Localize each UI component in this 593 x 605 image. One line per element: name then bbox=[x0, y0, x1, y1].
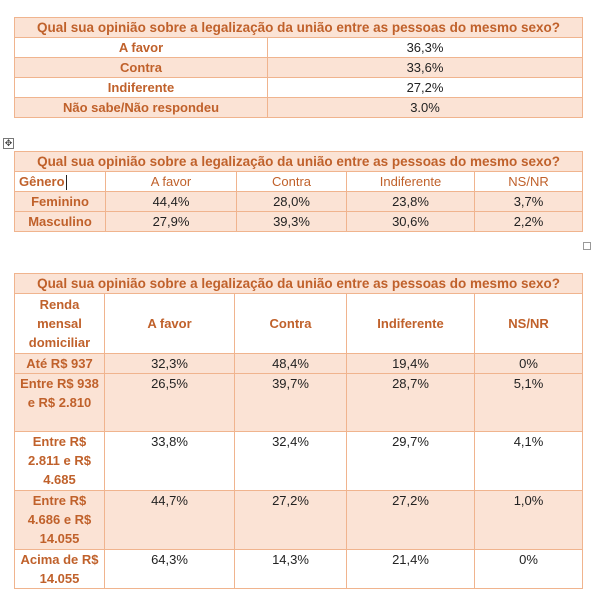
cell: 0% bbox=[473, 353, 584, 374]
table-header-row: Gênero A favor Contra Indiferente NS/NR bbox=[14, 171, 584, 192]
table-title: Qual sua opinião sobre a legalização da … bbox=[13, 17, 584, 38]
table-row: Não sabe/Não respondeu 3.0% bbox=[14, 97, 584, 118]
table-row: Entre R$ 2.811 e R$ 4.685 33,8% 32,4% 29… bbox=[14, 431, 584, 491]
cell: 3,7% bbox=[473, 191, 584, 212]
cell: 2,2% bbox=[473, 211, 584, 232]
opinion-overall-table: Qual sua opinião sobre a legalização da … bbox=[13, 17, 584, 118]
header-cell: Renda mensal domiciliar bbox=[14, 293, 105, 354]
cell: 32,3% bbox=[104, 353, 235, 374]
opinion-by-income-table: Qual sua opinião sobre a legalização da … bbox=[13, 273, 584, 589]
cell: 26,5% bbox=[104, 373, 235, 432]
cell: 48,4% bbox=[234, 353, 347, 374]
text-cursor bbox=[65, 175, 67, 191]
row-label: A favor bbox=[14, 37, 268, 58]
header-cell: Contra bbox=[234, 293, 347, 354]
cell: 21,4% bbox=[346, 549, 475, 589]
table-row: Até R$ 937 32,3% 48,4% 19,4% 0% bbox=[14, 353, 584, 374]
row-label: Acima de R$ 14.055 bbox=[14, 549, 105, 589]
row-value: 36,3% bbox=[266, 37, 584, 58]
cell: 27,2% bbox=[234, 490, 347, 550]
table-row: Contra 33,6% bbox=[14, 57, 584, 78]
cell: 44,7% bbox=[104, 490, 235, 550]
header-cell[interactable]: Gênero bbox=[14, 171, 106, 192]
header-cell: NS/NR bbox=[473, 293, 584, 354]
row-value: 33,6% bbox=[266, 57, 584, 78]
header-cell: Indiferente bbox=[346, 171, 475, 192]
table-row: Feminino 44,4% 28,0% 23,8% 3,7% bbox=[14, 191, 584, 212]
cell: 1,0% bbox=[473, 490, 584, 550]
table-title: Qual sua opinião sobre a legalização da … bbox=[13, 151, 584, 172]
header-cell: A favor bbox=[104, 293, 235, 354]
cell: 28,0% bbox=[236, 191, 347, 212]
header-cell: NS/NR bbox=[473, 171, 584, 192]
row-label: Masculino bbox=[14, 211, 106, 232]
cell: 4,1% bbox=[473, 431, 584, 491]
cell: 30,6% bbox=[346, 211, 475, 232]
cell: 5,1% bbox=[473, 373, 584, 432]
cell: 23,8% bbox=[346, 191, 475, 212]
cell: 27,2% bbox=[346, 490, 475, 550]
row-label: Entre R$ 2.811 e R$ 4.685 bbox=[14, 431, 105, 491]
table-row: A favor 36,3% bbox=[14, 37, 584, 58]
cell: 39,3% bbox=[236, 211, 347, 232]
cell: 27,9% bbox=[105, 211, 237, 232]
row-label: Contra bbox=[14, 57, 268, 78]
header-cell: Indiferente bbox=[346, 293, 475, 354]
cell: 44,4% bbox=[105, 191, 237, 212]
cell: 14,3% bbox=[234, 549, 347, 589]
table-row: Indiferente 27,2% bbox=[14, 77, 584, 98]
cell: 39,7% bbox=[234, 373, 347, 432]
row-label: Até R$ 937 bbox=[14, 353, 105, 374]
table-header-row: Renda mensal domiciliar A favor Contra I… bbox=[14, 293, 584, 354]
table-title: Qual sua opinião sobre a legalização da … bbox=[13, 273, 584, 294]
cell: 33,8% bbox=[104, 431, 235, 491]
cell: 28,7% bbox=[346, 373, 475, 432]
row-label: Entre R$ 4.686 e R$ 14.055 bbox=[14, 490, 105, 550]
table-row: Masculino 27,9% 39,3% 30,6% 2,2% bbox=[14, 211, 584, 232]
cell: 64,3% bbox=[104, 549, 235, 589]
cell: 19,4% bbox=[346, 353, 475, 374]
row-value: 27,2% bbox=[266, 77, 584, 98]
cell: 29,7% bbox=[346, 431, 475, 491]
table-move-handle-icon[interactable]: ✥ bbox=[3, 138, 14, 149]
table-row: Acima de R$ 14.055 64,3% 14,3% 21,4% 0% bbox=[14, 549, 584, 589]
row-label: Entre R$ 938 e R$ 2.810 bbox=[14, 373, 105, 432]
cell: 32,4% bbox=[234, 431, 347, 491]
row-label: Indiferente bbox=[14, 77, 268, 98]
table-resize-handle[interactable] bbox=[583, 242, 591, 250]
header-cell: Contra bbox=[236, 171, 347, 192]
header-cell: A favor bbox=[105, 171, 237, 192]
row-label: Não sabe/Não respondeu bbox=[14, 97, 268, 118]
header-label: Gênero bbox=[19, 174, 65, 189]
row-value: 3.0% bbox=[266, 97, 584, 118]
table-row: Entre R$ 938 e R$ 2.810 26,5% 39,7% 28,7… bbox=[14, 373, 584, 432]
opinion-by-gender-table: Qual sua opinião sobre a legalização da … bbox=[13, 151, 584, 232]
row-label: Feminino bbox=[14, 191, 106, 212]
table-row: Entre R$ 4.686 e R$ 14.055 44,7% 27,2% 2… bbox=[14, 490, 584, 550]
cell: 0% bbox=[473, 549, 584, 589]
